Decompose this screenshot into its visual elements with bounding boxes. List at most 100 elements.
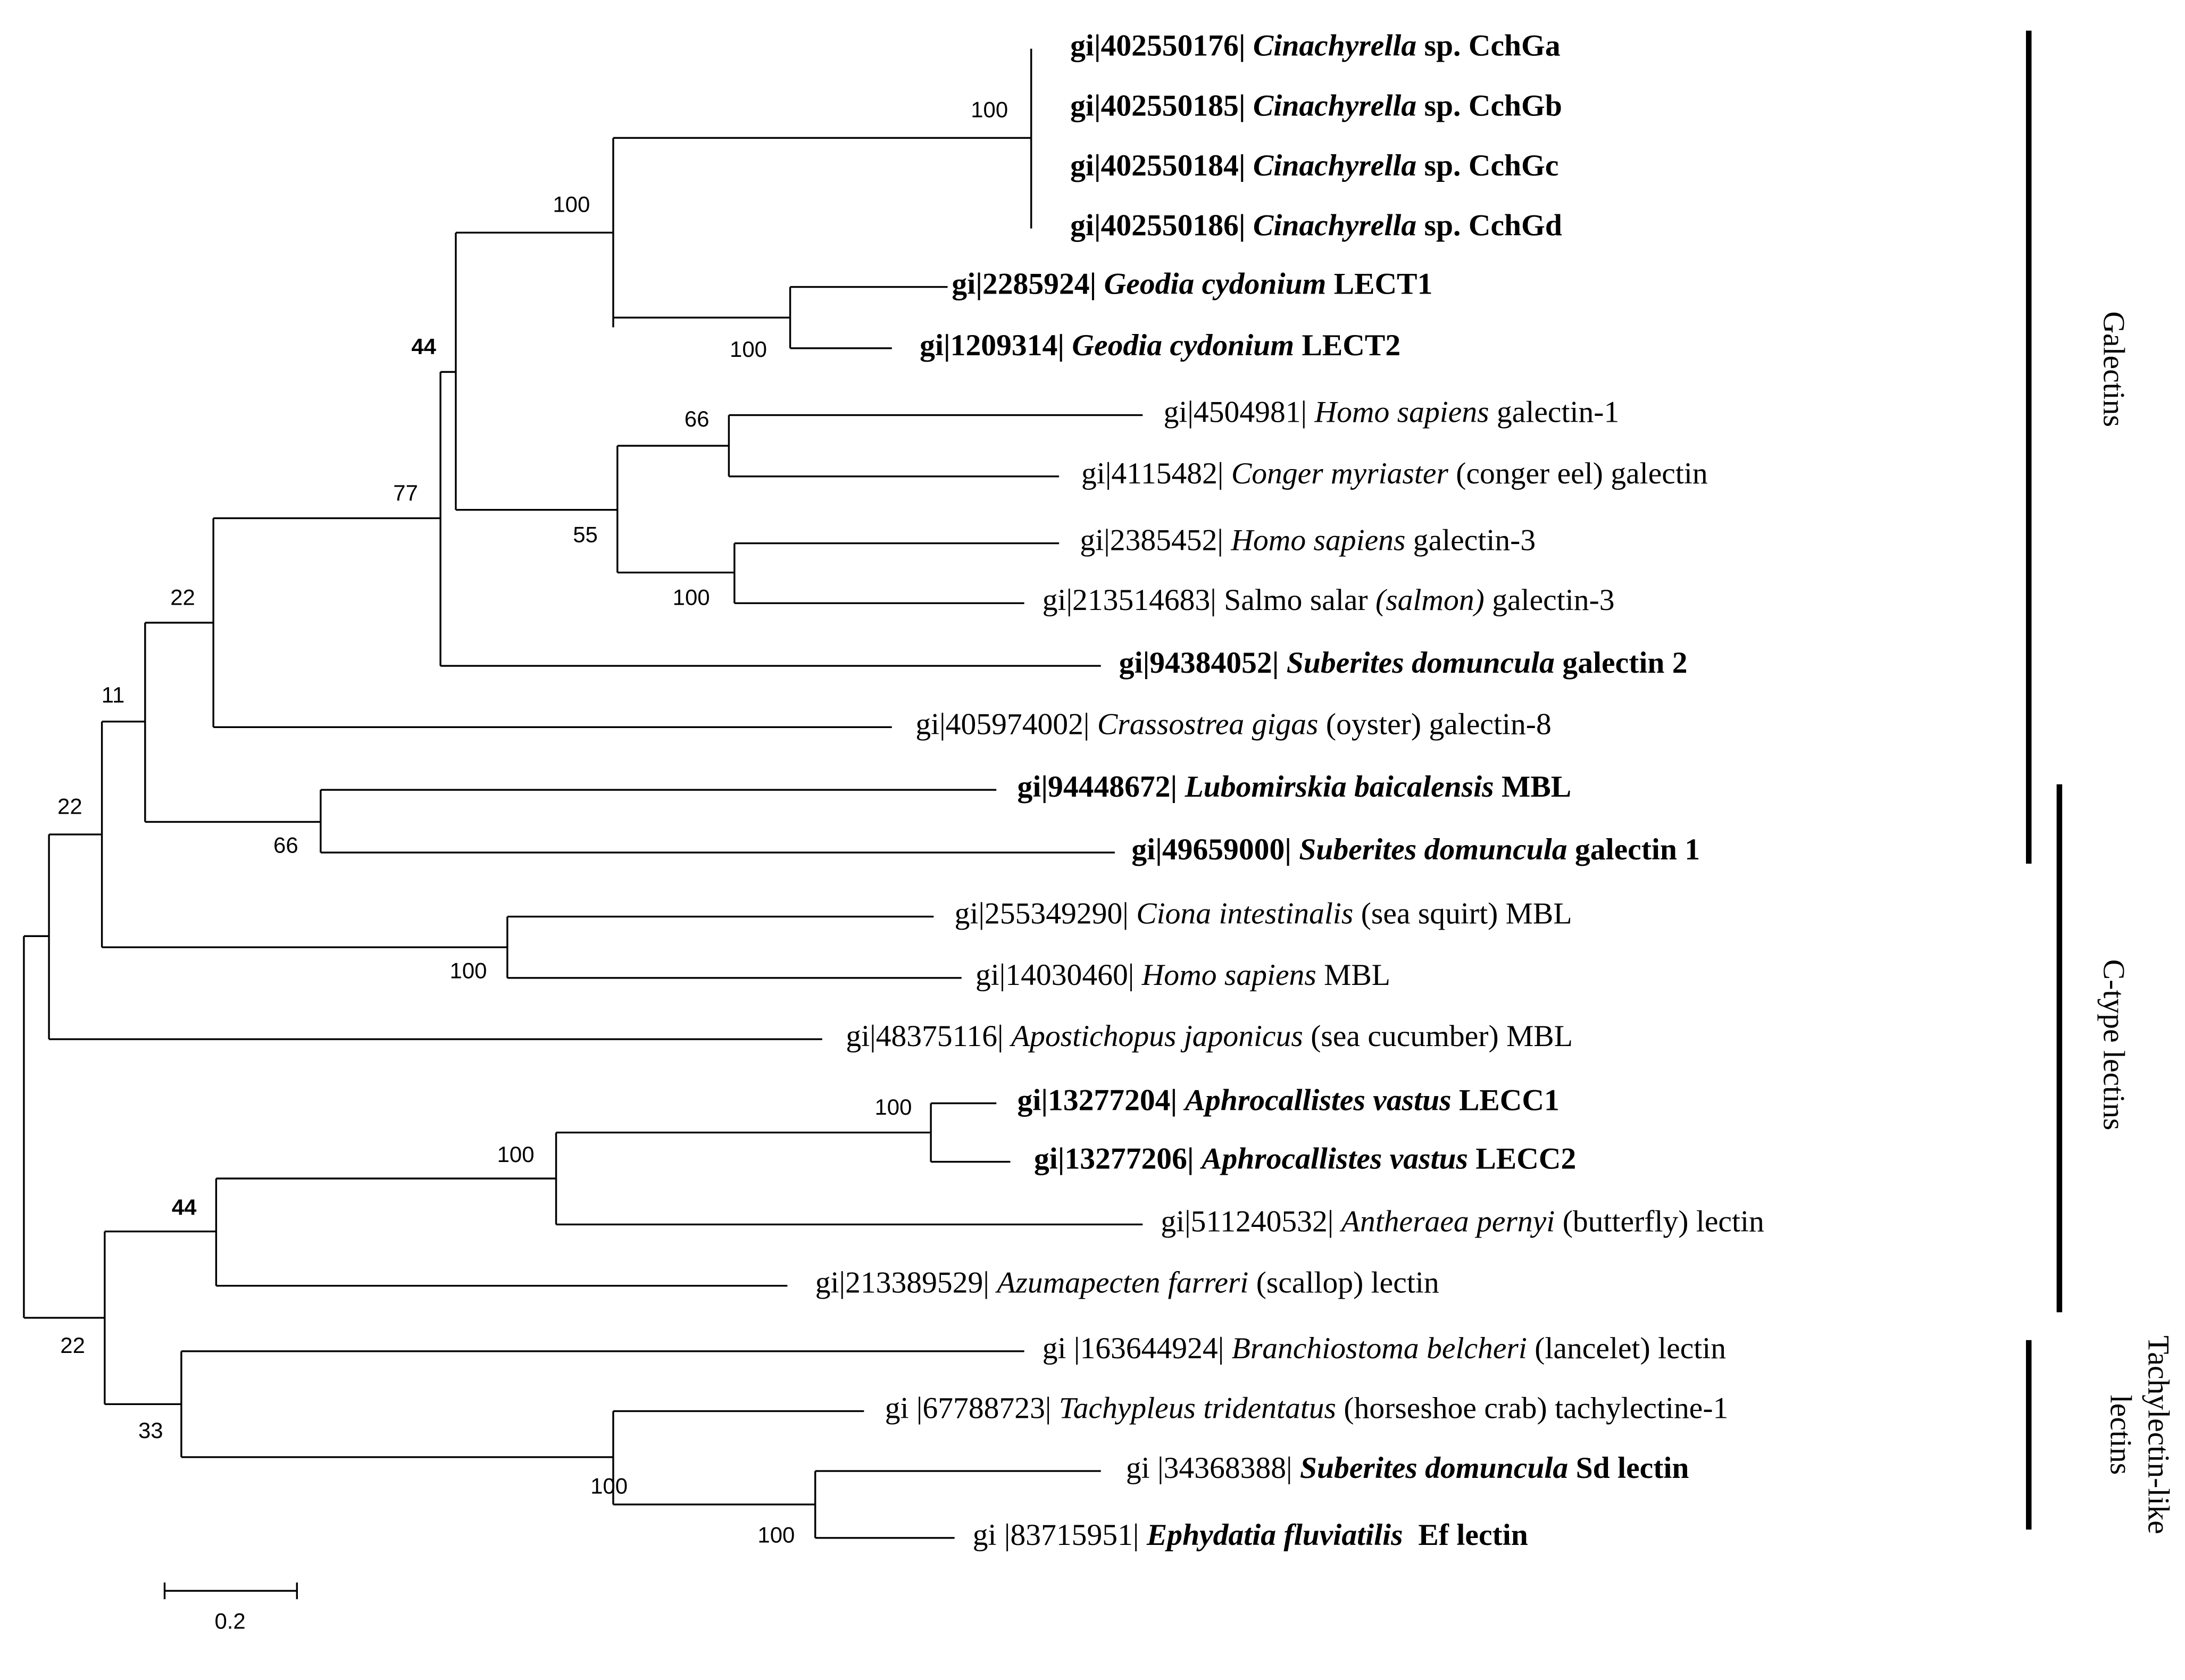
taxon-label: gi|2285924| Geodia cydonium LECT1 bbox=[952, 268, 1432, 301]
taxon-label: gi|255349290| Ciona intestinalis (sea sq… bbox=[955, 897, 1572, 931]
taxon-label-part: Homo sapiens bbox=[1141, 958, 1316, 992]
taxon-label-part: (lancelet) lectin bbox=[1527, 1332, 1726, 1365]
taxon-label-part: (sea cucumber) MBL bbox=[1303, 1019, 1573, 1053]
taxon-label: gi|402550185| Cinachyrella sp. CchGb bbox=[1070, 89, 1562, 123]
taxon-label: gi |163644924| Branchiostoma belcheri (l… bbox=[1043, 1332, 1726, 1365]
taxon-label-part: gi|402550186| bbox=[1070, 209, 1253, 243]
taxon-label-part: gi|213389529| bbox=[815, 1266, 997, 1300]
taxon-label-part: gi|49659000| bbox=[1131, 833, 1299, 866]
clade-label: lectins bbox=[2104, 1395, 2138, 1475]
scale-bar: 0.2 bbox=[163, 1582, 298, 1634]
bootstrap-value: 22 bbox=[57, 793, 82, 818]
taxon-label: gi|13277206| Aphrocallistes vastus LECC2 bbox=[1034, 1142, 1576, 1176]
taxon-label-part: Cinachyrella bbox=[1253, 29, 1416, 63]
taxon-label-part: Cinachyrella bbox=[1253, 149, 1416, 182]
taxon-label-part: LECC1 bbox=[1452, 1084, 1559, 1117]
bootstrap-value: 100 bbox=[874, 1094, 912, 1119]
taxon-label: gi |83715951| Ephydatia fluviatilis Ef l… bbox=[973, 1518, 1528, 1552]
taxon-label: gi|1209314| Geodia cydonium LECT2 bbox=[920, 329, 1400, 362]
taxon-label-part: (sea squirt) MBL bbox=[1353, 897, 1572, 931]
taxon-label-part: MBL bbox=[1494, 770, 1572, 804]
taxon-label-part: Antheraea pernyi bbox=[1339, 1205, 1555, 1239]
bootstrap-value: 44 bbox=[411, 334, 436, 359]
clade-label: Tachylectin-like bbox=[2141, 1335, 2175, 1534]
taxon-label-part: (horseshoe crab) tachylectine-1 bbox=[1336, 1392, 1728, 1425]
taxon-label-part: gi|402550176| bbox=[1070, 29, 1253, 63]
taxon-label: gi |67788723| Tachypleus tridentatus (ho… bbox=[885, 1392, 1729, 1425]
taxon-label-part: gi|402550185| bbox=[1070, 89, 1253, 123]
bootstrap-value: 44 bbox=[172, 1195, 197, 1220]
taxon-label: gi|4504981| Homo sapiens galectin-1 bbox=[1164, 396, 1620, 429]
taxon-label: gi |34368388| Suberites domuncula Sd lec… bbox=[1126, 1451, 1689, 1485]
taxon-label-part: Lubomirskia baicalensis bbox=[1185, 770, 1494, 804]
taxon-label: gi|94384052| Suberites domuncula galecti… bbox=[1119, 646, 1688, 680]
taxon-label-part: sp. CchGa bbox=[1416, 29, 1561, 63]
taxon-label-part: galectin-3 bbox=[1485, 583, 1615, 617]
taxon-label-part: Suberites domuncula bbox=[1287, 646, 1555, 680]
taxon-label-part: gi|94448672| bbox=[1018, 770, 1185, 804]
bootstrap-value: 100 bbox=[553, 192, 590, 217]
bootstrap-value: 66 bbox=[685, 406, 710, 431]
bootstrap-value: 100 bbox=[971, 97, 1008, 122]
taxon-label-part: galectin-1 bbox=[1489, 396, 1620, 429]
bootstrap-value: 77 bbox=[393, 480, 418, 505]
taxon-label-part: Ephydatia fluviatilis bbox=[1146, 1518, 1403, 1552]
taxon-label: gi|405974002| Crassostrea gigas (oyster)… bbox=[915, 708, 1551, 741]
taxon-label: gi|48375116| Apostichopus japonicus (sea… bbox=[846, 1019, 1573, 1053]
bootstrap-value: 100 bbox=[730, 337, 767, 362]
taxon-label-part: LECT1 bbox=[1326, 268, 1432, 301]
taxon-label-part: Conger myriaster bbox=[1231, 457, 1449, 490]
bootstrap-value: 22 bbox=[170, 584, 195, 609]
taxon-label-part: Homo sapiens bbox=[1314, 396, 1489, 429]
bootstrap-value: 100 bbox=[757, 1522, 795, 1547]
taxon-label-part: Geodia cydonium bbox=[1072, 329, 1294, 362]
taxon-label: gi|213389529| Azumapecten farreri (scall… bbox=[815, 1266, 1439, 1300]
bootstrap-value: 100 bbox=[590, 1474, 628, 1499]
taxon-label-part: MBL bbox=[1316, 958, 1390, 992]
taxon-label: gi|49659000| Suberites domuncula galecti… bbox=[1131, 833, 1700, 866]
taxon-label-part: Aphrocallistes vastus bbox=[1183, 1084, 1452, 1117]
taxon-label-part: galectin-3 bbox=[1405, 524, 1536, 557]
taxon-label-part: gi|2385452| bbox=[1080, 524, 1231, 557]
taxon-label-part: galectin 1 bbox=[1567, 833, 1700, 866]
bootstrap-value: 100 bbox=[673, 584, 710, 609]
taxon-label-part: gi|94384052| bbox=[1119, 646, 1287, 680]
taxon-label-part: Sd lectin bbox=[1568, 1451, 1689, 1485]
taxon-label-part: Aphrocallistes vastus bbox=[1200, 1142, 1468, 1176]
taxon-label-part: Ciona intestinalis bbox=[1136, 897, 1353, 931]
clade-label: C-type lectins bbox=[2097, 959, 2131, 1131]
bootstrap-value: 11 bbox=[102, 682, 125, 707]
taxon-label-part: gi|405974002| bbox=[915, 708, 1097, 741]
taxon-label-part: gi|13277204| bbox=[1018, 1084, 1185, 1117]
taxon-label-part: sp. CchGd bbox=[1416, 209, 1562, 243]
taxon-label: gi|402550176| Cinachyrella sp. CchGa bbox=[1070, 29, 1561, 63]
taxon-label: gi|13277204| Aphrocallistes vastus LECC1 bbox=[1018, 1084, 1559, 1117]
taxon-label-part: gi|213514683| Salmo salar bbox=[1043, 583, 1375, 617]
taxon-label-part: sp. CchGc bbox=[1416, 149, 1558, 182]
taxon-label: gi|402550186| Cinachyrella sp. CchGd bbox=[1070, 209, 1562, 243]
bootstrap-value: 33 bbox=[138, 1418, 163, 1443]
clade-label: Galectins bbox=[2097, 311, 2131, 427]
taxon-label-part: gi|1209314| bbox=[920, 329, 1072, 362]
taxon-label-part: (salmon) bbox=[1375, 583, 1485, 617]
bootstrap-value: 100 bbox=[450, 958, 487, 983]
taxon-label-part: Branchiostoma belcheri bbox=[1232, 1332, 1527, 1365]
taxon-label-part: Suberites domuncula bbox=[1300, 1451, 1568, 1485]
taxon-label-part: gi|48375116| bbox=[846, 1019, 1011, 1053]
taxon-label-part: gi|2285924| bbox=[952, 268, 1104, 301]
taxon-label-part: (oyster) galectin-8 bbox=[1318, 708, 1551, 741]
taxon-label-part: gi|402550184| bbox=[1070, 149, 1253, 182]
taxon-label-part: Suberites domuncula bbox=[1299, 833, 1567, 866]
taxon-label: gi|2385452| Homo sapiens galectin-3 bbox=[1080, 524, 1536, 557]
bootstrap-value: 22 bbox=[60, 1333, 85, 1358]
taxon-label-part: (butterfly) lectin bbox=[1555, 1205, 1764, 1239]
taxon-label-part: gi|4115482| bbox=[1081, 457, 1231, 490]
taxon-label-part: gi |34368388| bbox=[1126, 1451, 1300, 1485]
taxon-label-part: gi|13277206| bbox=[1034, 1142, 1202, 1176]
taxon-label-part: gi|4504981| bbox=[1164, 396, 1315, 429]
taxon-label-part: sp. CchGb bbox=[1416, 89, 1562, 123]
scale-label: 0.2 bbox=[214, 1609, 245, 1634]
taxon-label: gi|402550184| Cinachyrella sp. CchGc bbox=[1070, 149, 1558, 182]
taxon-label: gi|94448672| Lubomirskia baicalensis MBL bbox=[1018, 770, 1572, 804]
